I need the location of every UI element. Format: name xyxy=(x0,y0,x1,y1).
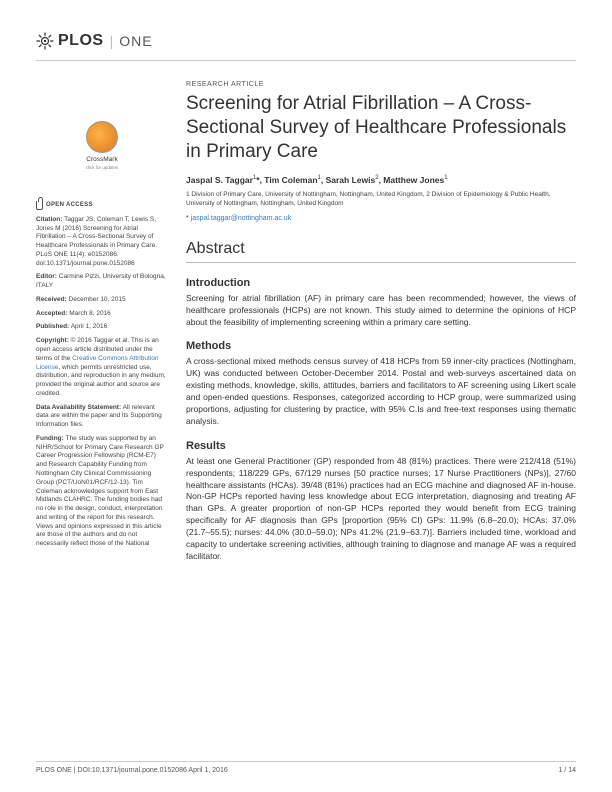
journal-header: PLOS | ONE xyxy=(36,32,576,61)
received-block: Received: December 10, 2015 xyxy=(36,296,168,305)
page-number: 1 / 14 xyxy=(558,767,576,774)
plos-sun-icon xyxy=(36,32,54,50)
crossmark-icon xyxy=(86,121,118,153)
page-footer: PLOS ONE | DOI:10.1371/journal.pone.0152… xyxy=(36,761,576,774)
footer-doi: PLOS ONE | DOI:10.1371/journal.pone.0152… xyxy=(36,767,228,774)
abstract-section-intro: Introduction Screening for atrial fibril… xyxy=(186,277,576,329)
publisher-name: PLOS xyxy=(58,32,104,50)
open-lock-icon xyxy=(36,201,43,210)
crossmark-badge[interactable]: CrossMark click for updates xyxy=(36,121,168,171)
accepted-block: Accepted: March 8, 2016 xyxy=(36,310,168,319)
author-list: Jaspal S. Taggar1*, Tim Coleman1, Sarah … xyxy=(186,175,576,185)
abstract-heading: Abstract xyxy=(186,240,576,263)
article-type: RESEARCH ARTICLE xyxy=(186,81,576,88)
open-access-badge: OPEN ACCESS xyxy=(36,201,168,210)
editor-block: Editor: Carmine Pizzi, University of Bol… xyxy=(36,273,168,291)
email-link[interactable]: jaspal.taggar@nottingham.ac.uk xyxy=(191,215,292,222)
article-title: Screening for Atrial Fibrillation – A Cr… xyxy=(186,92,576,163)
data-availability-block: Data Availability Statement: All relevan… xyxy=(36,404,168,430)
funding-block: Funding: The study was supported by an N… xyxy=(36,435,168,549)
published-block: Published: April 1, 2016 xyxy=(36,323,168,332)
citation-block: Citation: Taggar JS, Coleman T, Lewis S,… xyxy=(36,216,168,269)
affiliations: 1 Division of Primary Care, University o… xyxy=(186,191,576,209)
abstract-section-results: Results At least one General Practitione… xyxy=(186,440,576,563)
copyright-block: Copyright: © 2016 Taggar et al. This is … xyxy=(36,337,168,398)
journal-name: ONE xyxy=(119,33,152,49)
sidebar: CrossMark click for updates OPEN ACCESS … xyxy=(36,81,168,563)
main-column: RESEARCH ARTICLE Screening for Atrial Fi… xyxy=(186,81,576,563)
abstract-section-methods: Methods A cross-sectional mixed methods … xyxy=(186,340,576,427)
plos-logo: PLOS xyxy=(36,32,104,50)
corresponding-email: * jaspal.taggar@nottingham.ac.uk xyxy=(186,215,576,222)
